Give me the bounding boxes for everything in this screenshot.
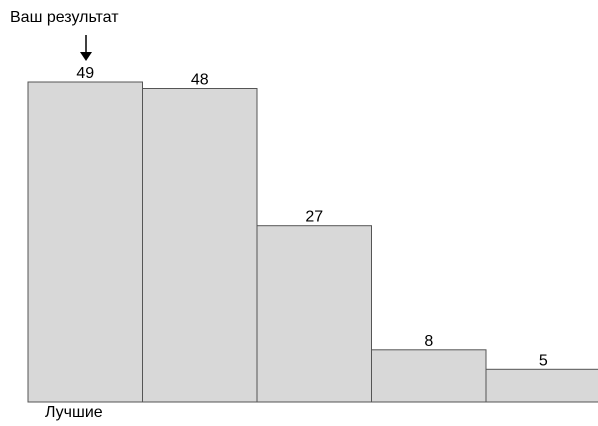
result-arrow — [80, 35, 92, 61]
data-label-5: 5 — [539, 352, 548, 369]
bar-2 — [142, 88, 258, 403]
bar-4 — [371, 349, 487, 403]
bar-1 — [27, 81, 143, 403]
arrow-down-icon — [80, 52, 92, 61]
data-label-4: 8 — [424, 333, 433, 350]
bars-layer — [27, 81, 598, 403]
data-label-1: 49 — [76, 65, 94, 82]
data-labels-layer: 49 48 27 8 5 — [76, 65, 547, 369]
data-label-3: 27 — [305, 209, 323, 226]
data-label-2: 48 — [191, 72, 209, 89]
your-result-label: Ваш результат — [10, 9, 119, 26]
bar-5 — [485, 368, 598, 403]
best-label: Лучшие — [45, 404, 103, 421]
bar-3 — [256, 225, 372, 403]
